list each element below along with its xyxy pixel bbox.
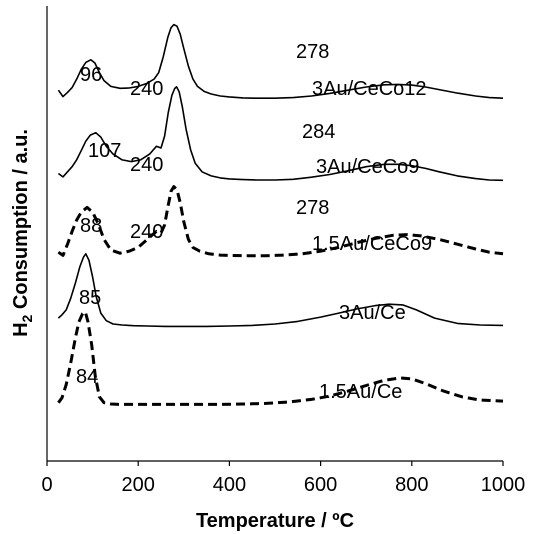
x-tick-label: 1000 <box>481 474 526 496</box>
series-labels: 3Au/CeCo12 3Au/CeCo9 1.5Au/CeCo9 3Au/Ce 1.5A… <box>312 78 432 403</box>
x-axis-title: Temperature / ºC <box>196 510 354 532</box>
peak-temperature-label: 107 <box>88 140 121 162</box>
y-axis-title-subscript: 2 <box>19 314 35 322</box>
series-name-label: 3Au/CeCo9 <box>316 156 419 178</box>
peak-temperature-label: 240 <box>130 78 163 100</box>
series-name-label: 3Au/CeCo12 <box>312 78 427 100</box>
series-line <box>57 253 504 328</box>
peak-temperature-label: 284 <box>302 121 335 143</box>
plot-area: 0 200 400 600 800 1000 96 240 278 107 240 284 88 240… <box>41 6 525 496</box>
x-tick-label: 800 <box>395 474 428 496</box>
series-line <box>57 310 504 406</box>
x-tick-label: 0 <box>41 474 52 496</box>
series-name-label: 1.5Au/CeCo9 <box>312 233 432 255</box>
y-axis-title-rest: Consumption / a.u. <box>10 129 32 315</box>
peak-temperature-label: 240 <box>130 221 163 243</box>
series-name-label: 1.5Au/Ce <box>319 381 402 403</box>
series-line <box>57 23 504 99</box>
series-name-label: 3Au/Ce <box>339 302 406 324</box>
x-ticks: 0 200 400 600 800 1000 <box>41 461 525 496</box>
peak-temperature-label: 96 <box>80 64 102 86</box>
series-line <box>57 86 504 182</box>
y-axis-title: H2 Consumption / a.u. <box>10 129 35 337</box>
peak-temperature-label: 240 <box>130 154 163 176</box>
x-tick-label: 600 <box>304 474 337 496</box>
series-lines <box>57 23 504 406</box>
peak-temperature-label: 278 <box>296 41 329 63</box>
peak-temperature-label: 278 <box>296 197 329 219</box>
x-tick-label: 200 <box>122 474 155 496</box>
peak-labels: 96 240 278 107 240 284 88 240 278 85 84 <box>76 41 335 388</box>
peak-temperature-label: 88 <box>80 215 102 237</box>
x-tick-label: 400 <box>213 474 246 496</box>
peak-temperature-label: 84 <box>76 366 98 388</box>
y-axis-title-h: H <box>10 322 32 336</box>
series-line <box>57 185 504 258</box>
peak-temperature-label: 85 <box>79 287 101 309</box>
